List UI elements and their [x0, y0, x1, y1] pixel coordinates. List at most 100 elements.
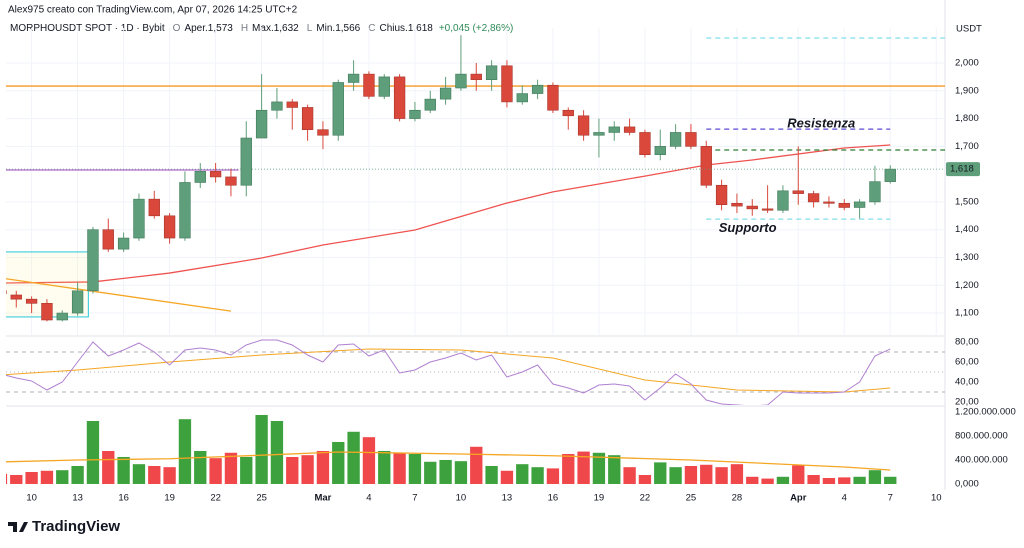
volume-bar [776, 476, 790, 484]
header: Alex975 creato con TradingView.com, Apr … [8, 5, 298, 16]
x-tick-label: 22 [210, 493, 221, 504]
volume-bar [132, 464, 146, 484]
candle-body [777, 190, 789, 211]
candle-body [623, 126, 636, 133]
candle-body [163, 215, 176, 239]
volume-bar [332, 441, 345, 484]
candle-body [562, 109, 574, 117]
candle-body [393, 76, 406, 119]
volume-bar [378, 450, 391, 484]
candle-body [639, 132, 651, 155]
volume-bar [439, 459, 452, 484]
volume-bar [71, 465, 84, 484]
volume-bar [194, 450, 207, 484]
y-tick-label: 1,200 [955, 280, 979, 291]
candle-body [271, 101, 283, 111]
legend: MORPHOUSDT SPOT · 1D · Bybit O Aper.1,573 H… [10, 23, 513, 34]
l-value: Min.1,566 [316, 23, 360, 34]
y-axis-label: USDT [956, 24, 982, 35]
y-tick-label: 2,000 [955, 58, 979, 69]
volume-bar [623, 467, 636, 484]
annotation: Resistenza [787, 116, 855, 131]
volume-tick-label: 0,000 [955, 478, 979, 489]
axes: 10 13 16 19 22 25 Mar 4 7 10 13 16 19 22 25 28 Apr 4 7 10 2,… [26, 58, 1015, 504]
volume-bar [700, 464, 713, 484]
candle-body [41, 303, 53, 321]
symbol: MORPHOUSDT SPOT · 1D · Bybit [10, 23, 165, 34]
y-tick-label: 1,300 [955, 252, 979, 263]
candle-body [685, 132, 697, 147]
volume-bar [684, 465, 698, 484]
y-tick-label: 1,800 [955, 113, 979, 124]
candle-body [761, 208, 774, 211]
rsi-pane [6, 339, 945, 405]
candle-body [209, 171, 222, 178]
candle-body [194, 171, 206, 183]
candle-body [148, 198, 160, 217]
volume-bar [884, 476, 897, 484]
candle-body [225, 176, 237, 186]
volume-bar [25, 471, 38, 484]
volume-bar [255, 414, 268, 484]
candle-body [654, 146, 666, 155]
volume-bar [608, 455, 621, 484]
volume-bar [868, 470, 882, 484]
candle-body [378, 76, 390, 97]
candle-body [56, 312, 68, 321]
candle-body [240, 137, 252, 186]
y-tick-label: 1,400 [955, 224, 979, 235]
y-tick-label: 1,100 [955, 308, 979, 319]
volume-bar [347, 431, 360, 484]
candle-body [439, 87, 452, 100]
candle-body [608, 126, 620, 133]
x-tick-label: 16 [118, 493, 129, 504]
volume-bar [577, 451, 590, 484]
volume-ma [6, 451, 891, 471]
candle-body [25, 298, 38, 304]
candle-body [501, 65, 513, 103]
x-tick-label: 25 [256, 493, 267, 504]
volume-bar [240, 456, 253, 484]
candle-body [71, 290, 84, 314]
x-tick-label: Apr [790, 493, 807, 504]
candle-body [286, 101, 298, 108]
volume-bar [715, 467, 728, 484]
volume-bar [792, 465, 805, 484]
volume-bar [270, 420, 284, 484]
x-tick-label: Mar [314, 493, 331, 504]
candle-body [470, 73, 482, 80]
candle-body [133, 198, 145, 239]
candle-body [577, 115, 590, 136]
candle-body [87, 229, 99, 292]
x-tick-label: 16 [548, 493, 559, 504]
candle-body [347, 73, 360, 83]
rsi-tick-label: 20,00 [955, 397, 979, 408]
candle-body [731, 203, 743, 207]
x-tick-label: 22 [640, 493, 651, 504]
volume-bar [853, 476, 866, 484]
trend-line [6, 278, 232, 312]
volume-bar [178, 419, 192, 484]
candle-body [102, 229, 114, 250]
candle-body [409, 109, 421, 119]
rsi-tick-label: 60,00 [955, 357, 979, 368]
rsi-line [6, 339, 891, 405]
x-tick-label: 25 [686, 493, 697, 504]
volume-bar [56, 470, 69, 484]
x-tick-label: 13 [72, 493, 83, 504]
rsi-tick-label: 40,00 [955, 377, 979, 388]
change: +0,045 (+2,86%) [439, 23, 514, 34]
candle-body [715, 184, 728, 205]
candle-body [455, 73, 467, 89]
logo: TradingView [8, 518, 120, 535]
candle-body [424, 98, 436, 111]
candle-body [531, 84, 544, 94]
candle-body [332, 82, 344, 136]
candle-body [593, 132, 605, 136]
candle-body [746, 205, 758, 210]
candle-body [516, 93, 528, 103]
volume-bar [86, 420, 100, 484]
candle-body [6, 290, 7, 294]
volume-bar [163, 467, 176, 484]
volume-bar [209, 458, 222, 484]
